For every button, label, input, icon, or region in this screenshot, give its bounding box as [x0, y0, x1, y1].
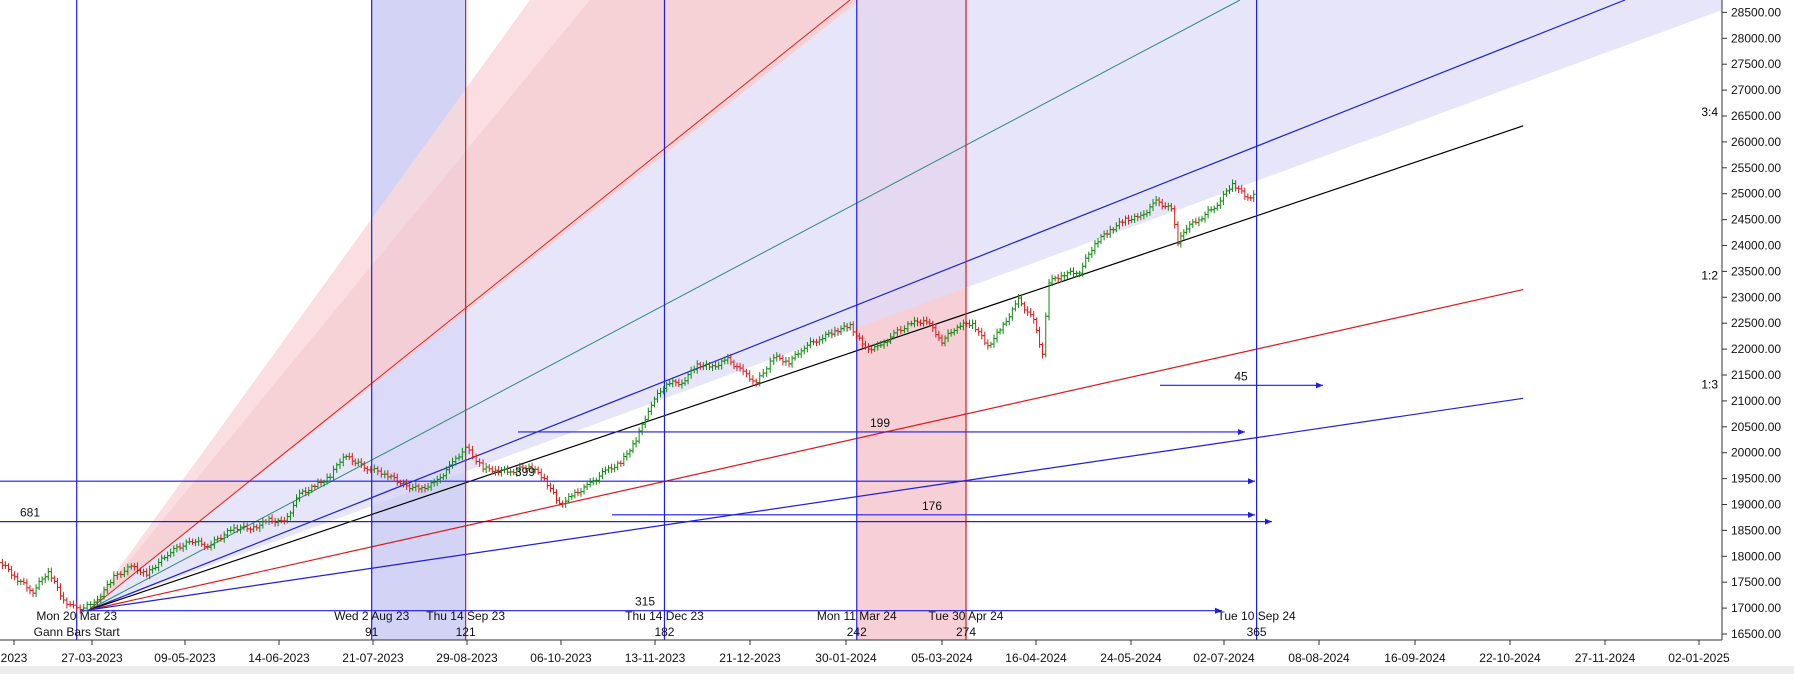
y-tick-label: 28500.00	[1731, 5, 1781, 19]
time-line-date-label: Tue 30 Apr 24	[929, 609, 1004, 623]
x-tick-label: 24-05-2024	[1100, 651, 1162, 665]
time-line-bar-count: 365	[1247, 625, 1267, 639]
projection-label: 315	[635, 595, 655, 609]
chart-labels: 3:4 1:2 1:3 Mon 20 Mar 23 Gann Bars Start Wed…	[20, 105, 1718, 639]
y-tick-label: 26000.00	[1731, 135, 1781, 149]
y-tick-label: 21000.00	[1731, 394, 1781, 408]
x-tick-label: 16-09-2024	[1384, 651, 1446, 665]
time-line-bar-count: 121	[456, 625, 476, 639]
time-line-date-label: Tue 10 Sep 24	[1217, 609, 1296, 623]
gann-line-1-2	[88, 288, 1524, 611]
y-tick-label: 17000.00	[1731, 601, 1781, 615]
time-line-date-label: Mon 11 Mar 24	[817, 609, 897, 623]
y-tick-label: 20000.00	[1731, 446, 1781, 460]
projection-arrow	[1215, 607, 1222, 614]
time-lines	[76, 0, 1258, 640]
projection-label: 399	[515, 465, 535, 479]
projection-label: 45	[1234, 369, 1248, 383]
x-tick-label: 21-12-2023	[719, 651, 781, 665]
y-tick-label: 20500.00	[1731, 420, 1781, 434]
y-tick-label: 23000.00	[1731, 290, 1781, 304]
time-line-date-label: Thu 14 Sep 23	[426, 609, 505, 623]
fan-wedge-blue	[88, 0, 1723, 610]
time-line-bar-count: 91	[365, 625, 379, 639]
time-line-bar-count: 182	[654, 625, 674, 639]
y-tick-label: 19000.00	[1731, 498, 1781, 512]
y-tick-label: 19500.00	[1731, 472, 1781, 486]
x-tick-label: 02-01-2025	[1668, 651, 1730, 665]
x-tick-label: 22-10-2024	[1479, 651, 1541, 665]
y-tick-label: 25500.00	[1731, 161, 1781, 175]
gann-line-label: 3:4	[1701, 105, 1718, 119]
y-tick-label: 24500.00	[1731, 213, 1781, 227]
projection-arrow	[1248, 511, 1255, 518]
y-tick-label: 17500.00	[1731, 575, 1781, 589]
fan-wedge-steep-red	[88, 0, 860, 610]
gann-line-1-3	[88, 397, 1524, 611]
x-tick-label: 21-07-2023	[342, 651, 404, 665]
projection-arrow	[1316, 382, 1323, 389]
gann-fan	[88, 0, 1723, 611]
x-tick-label: 16-04-2024	[1005, 651, 1067, 665]
projection-label: 199	[870, 416, 890, 430]
x-tick-label: 08-08-2024	[1288, 651, 1350, 665]
projection-label: 681	[20, 506, 40, 520]
y-tick-label: 27500.00	[1731, 57, 1781, 71]
bottom-scroll-strip	[0, 666, 1794, 674]
y-tick-label: 22500.00	[1731, 316, 1781, 330]
x-tick-label: 13-11-2023	[625, 651, 686, 665]
projection-lines	[0, 382, 1323, 614]
y-tick-label: 27000.00	[1731, 83, 1781, 97]
x-tick-label: 14-06-2023	[248, 651, 310, 665]
gann-line-label: 1:2	[1701, 269, 1718, 283]
y-tick-label: 28000.00	[1731, 31, 1781, 45]
x-tick-label: 27-11-2024	[1575, 651, 1636, 665]
gann-line-3-4	[88, 125, 1524, 611]
y-tick-label: 26500.00	[1731, 109, 1781, 123]
price-bars	[0, 179, 1256, 614]
x-tick-label: 05-03-2024	[911, 651, 973, 665]
time-line-date-label: Wed 2 Aug 23	[334, 609, 409, 623]
time-line-bar-count: 274	[956, 625, 976, 639]
y-tick-label: 16500.00	[1731, 627, 1781, 641]
time-line-bar-count: Gann Bars Start	[34, 625, 121, 639]
projection-arrow	[1238, 428, 1245, 435]
y-tick-label: 18500.00	[1731, 523, 1781, 537]
y-tick-label: 18000.00	[1731, 549, 1781, 563]
x-tick-label: 30-01-2024	[815, 651, 877, 665]
x-tick-label: 29-08-2023	[436, 651, 498, 665]
y-tick-label: 24000.00	[1731, 239, 1781, 253]
x-tick-label: 02-07-2024	[1193, 651, 1255, 665]
x-tick-label: 27-03-2023	[61, 651, 123, 665]
time-line-date-label: Mon 20 Mar 23	[36, 609, 117, 623]
y-tick-label: 21500.00	[1731, 368, 1781, 382]
y-tick-label: 22000.00	[1731, 342, 1781, 356]
projection-arrow	[1248, 478, 1255, 485]
projection-label: 176	[922, 499, 942, 513]
gann-line-label: 1:3	[1701, 377, 1718, 391]
fan-line-red-steep	[88, 0, 851, 611]
time-line-bar-count: 242	[847, 625, 867, 639]
x-tick-label: 2023	[1, 651, 28, 665]
y-tick-label: 25000.00	[1731, 187, 1781, 201]
x-tick-label: 06-10-2023	[530, 651, 592, 665]
x-tick-label: 09-05-2023	[154, 651, 216, 665]
time-line-date-label: Thu 14 Dec 23	[625, 609, 704, 623]
y-tick-label: 23500.00	[1731, 264, 1781, 278]
